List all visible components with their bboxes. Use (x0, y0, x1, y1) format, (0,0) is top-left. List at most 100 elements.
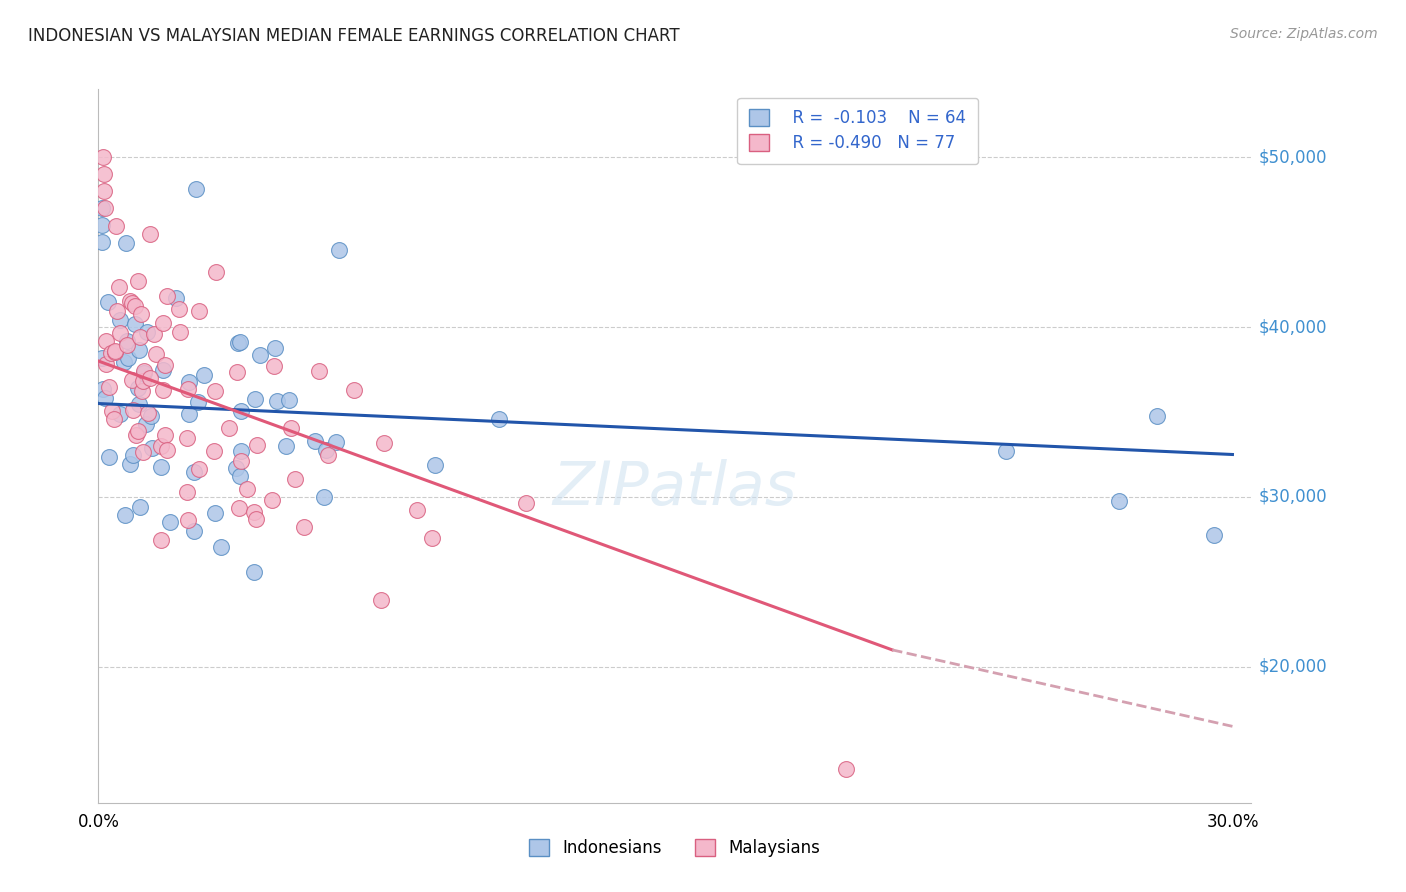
Point (1108, 493, 1130, 508)
Point (229, 469, 252, 483)
Point (94, 391, 117, 405)
Point (149, 438, 172, 452)
Point (260, 493, 283, 508)
Text: Source: ZipAtlas.com: Source: ZipAtlas.com (1230, 27, 1378, 41)
Point (97, 295, 120, 310)
Point (167, 301, 190, 316)
Point (122, 403, 145, 417)
Point (204, 506, 226, 520)
Point (91, 201, 114, 215)
Point (93, 382, 115, 396)
Point (188, 462, 211, 476)
Point (343, 383, 366, 397)
Point (263, 341, 285, 355)
Point (93, 184, 115, 198)
Point (274, 439, 297, 453)
Point (115, 338, 138, 352)
Point (425, 458, 447, 472)
Point (328, 244, 350, 258)
Text: $30,000: $30,000 (1258, 488, 1327, 506)
Point (115, 236, 138, 251)
Point (308, 363, 330, 377)
Text: ZIPatlas: ZIPatlas (553, 459, 797, 518)
Point (152, 383, 174, 397)
Point (183, 465, 205, 479)
Point (142, 327, 165, 342)
Point (127, 424, 149, 438)
Text: $20,000: $20,000 (1258, 658, 1327, 676)
Legend: Indonesians, Malaysians: Indonesians, Malaysians (520, 831, 830, 866)
Point (246, 438, 269, 452)
Point (218, 421, 240, 435)
Point (155, 428, 177, 442)
Point (515, 496, 537, 510)
Point (132, 375, 155, 389)
Point (325, 435, 347, 450)
Point (136, 406, 159, 420)
Point (315, 442, 337, 457)
Text: $50,000: $50,000 (1258, 148, 1327, 166)
Point (209, 541, 232, 555)
Point (121, 296, 143, 310)
Point (93, 167, 115, 181)
Point (94, 201, 117, 215)
Point (406, 502, 429, 516)
Point (183, 524, 205, 538)
Point (292, 520, 315, 534)
Point (127, 381, 149, 395)
Point (304, 434, 326, 449)
Point (105, 219, 128, 234)
Text: $40,000: $40,000 (1258, 318, 1327, 336)
Point (231, 404, 253, 418)
Point (121, 373, 143, 387)
Point (139, 371, 162, 385)
Point (121, 448, 143, 462)
Point (131, 384, 153, 399)
Point (280, 420, 302, 434)
Point (284, 472, 307, 486)
Point (177, 513, 200, 527)
Point (110, 326, 132, 341)
Point (243, 392, 266, 406)
Point (96, 334, 118, 349)
Point (91, 235, 114, 249)
Point (91, 351, 114, 365)
Point (129, 330, 152, 344)
Point (124, 299, 146, 313)
Point (94, 357, 117, 371)
Point (114, 355, 136, 369)
Point (98, 450, 121, 464)
Point (165, 291, 187, 305)
Point (188, 304, 211, 318)
Point (100, 346, 122, 360)
Point (226, 365, 249, 379)
Point (120, 457, 142, 471)
Point (204, 265, 226, 279)
Point (202, 444, 225, 458)
Point (176, 431, 198, 445)
Point (225, 460, 247, 475)
Point (153, 358, 176, 372)
Point (134, 364, 156, 378)
Point (152, 316, 174, 330)
Point (141, 441, 163, 455)
Point (177, 407, 200, 421)
Point (278, 393, 301, 408)
Point (249, 348, 271, 362)
Point (101, 404, 124, 418)
Point (129, 500, 152, 515)
Point (91, 218, 114, 232)
Point (141, 409, 163, 424)
Point (1202, 528, 1225, 542)
Point (994, 444, 1017, 458)
Point (373, 436, 395, 450)
Point (263, 359, 285, 373)
Point (228, 334, 250, 349)
Point (108, 279, 131, 293)
Point (127, 275, 149, 289)
Point (156, 288, 179, 302)
Point (176, 484, 198, 499)
Point (835, 762, 858, 776)
Point (235, 482, 257, 496)
Point (115, 334, 138, 348)
